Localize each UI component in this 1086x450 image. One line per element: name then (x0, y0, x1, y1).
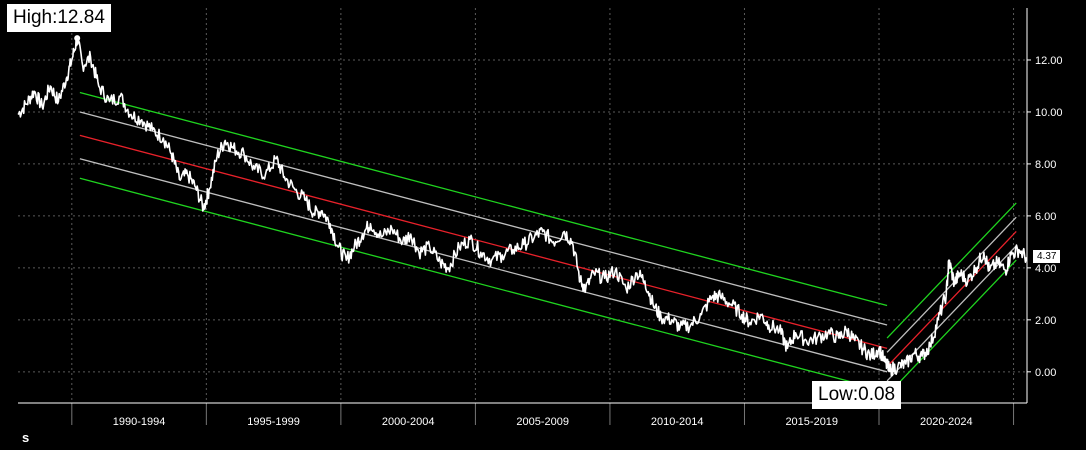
price-line (17, 37, 1028, 377)
y-tick-label: 4.00 (1035, 263, 1056, 275)
y-tick-label: 0.00 (1035, 367, 1056, 379)
y-tick-label: 2.00 (1035, 315, 1056, 327)
lower-inner-band (79, 158, 888, 373)
price-series (17, 35, 1028, 377)
regression-line (886, 231, 1017, 368)
x-tick-label: 2015-2019 (785, 416, 838, 428)
y-tick-label: 12.00 (1035, 55, 1063, 67)
x-tick-label: 2000-2004 (382, 416, 435, 428)
high-point-marker (74, 35, 81, 42)
low-point-marker (887, 367, 893, 373)
axes: 0.00 2.00 4.00 6.00 8.00 10.00 12.00 1990-1994 1… (18, 8, 1063, 428)
high-annotation: High:12.84 (7, 4, 111, 32)
lower-outer-band (79, 177, 888, 392)
regression-channels (79, 91, 1017, 396)
upper-outer-band (79, 91, 888, 307)
upper-inner-band (886, 216, 1017, 353)
x-tick-label: 2005-2009 (516, 416, 569, 428)
regression-line (79, 134, 888, 350)
x-tick-label: 1990-1994 (113, 416, 166, 428)
brand-logo: s (22, 430, 30, 445)
x-tick-label: 1995-1999 (247, 416, 300, 428)
last-value-label: 4.37 (1033, 250, 1061, 263)
low-annotation: Low:0.08 (812, 381, 902, 409)
grid (18, 8, 1027, 403)
lower-outer-band (886, 259, 1017, 396)
x-tick-label: 2010-2014 (651, 416, 704, 428)
x-tick-label: 2020-2024 (920, 416, 973, 428)
y-tick-label: 6.00 (1035, 211, 1056, 223)
y-tick-label: 8.00 (1035, 159, 1056, 171)
y-tick-label: 10.00 (1035, 107, 1063, 119)
upper-inner-band (79, 111, 888, 326)
